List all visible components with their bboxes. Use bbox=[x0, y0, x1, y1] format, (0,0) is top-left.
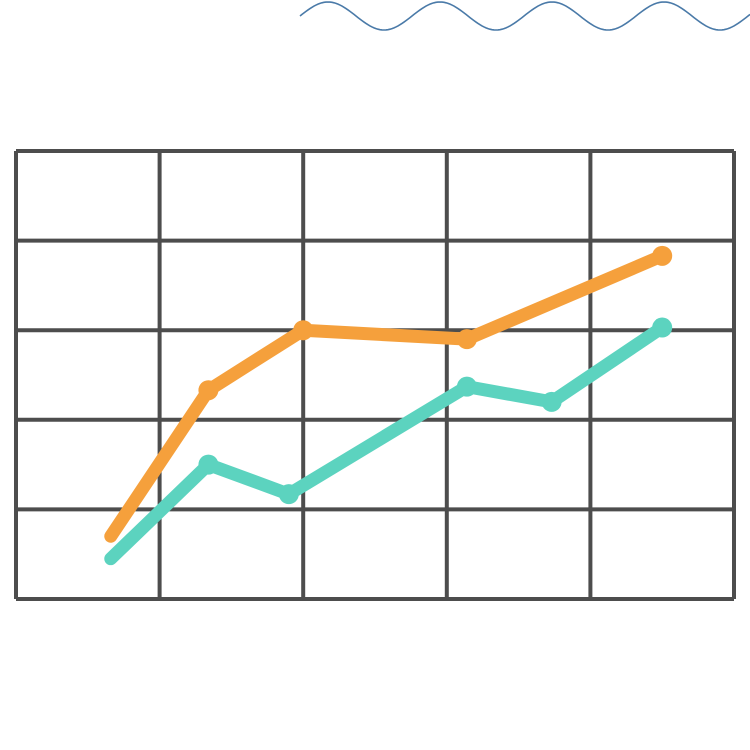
data-point bbox=[198, 454, 219, 475]
series-line bbox=[104, 321, 669, 566]
wave-decoration-icon bbox=[299, 1, 750, 31]
data-point bbox=[293, 320, 314, 341]
data-point bbox=[198, 380, 219, 401]
data-point bbox=[541, 391, 562, 412]
chart-grid bbox=[14, 149, 736, 601]
chart-series-layer bbox=[104, 245, 673, 566]
series-line bbox=[104, 249, 669, 543]
data-point bbox=[652, 245, 673, 266]
series-0 bbox=[104, 245, 673, 543]
data-point bbox=[652, 317, 673, 338]
data-point bbox=[456, 329, 477, 350]
data-point bbox=[456, 376, 477, 397]
series-1 bbox=[104, 317, 673, 566]
data-point bbox=[278, 484, 299, 505]
wave-line bbox=[299, 1, 750, 31]
